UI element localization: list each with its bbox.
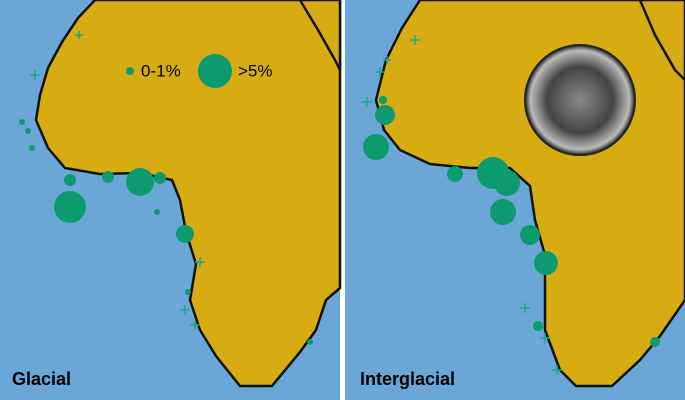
foraminifera-image [524,44,636,156]
sample-sites [19,31,313,345]
interglacial-panel: Interglacial [345,0,685,400]
site [520,225,540,245]
arabia [638,0,685,82]
site [25,128,31,134]
site [64,174,76,186]
site [534,251,558,275]
legend-small-dot [126,67,134,75]
panel-label: Interglacial [360,369,455,389]
site [54,191,86,223]
site [154,172,166,184]
site [176,225,194,243]
site [154,209,160,215]
site [490,199,516,225]
site [102,171,114,183]
absent-markers [362,35,562,375]
glacial-panel: 0-1% >5% Glacial [0,0,342,400]
site [494,170,520,196]
site [375,105,395,125]
site [363,134,389,160]
site [650,337,660,347]
site [447,166,463,182]
site [379,96,387,104]
site [307,339,313,345]
site [126,168,154,196]
legend-large-dot [198,54,232,88]
site [19,119,25,125]
site [29,145,35,151]
sample-sites [362,35,660,375]
site [533,321,543,331]
site [185,289,191,295]
absent-markers [30,31,205,330]
arabia [298,0,342,72]
legend-large-label: >5% [238,61,273,80]
legend-small-label: 0-1% [141,61,181,80]
panel-label: Glacial [12,369,71,389]
